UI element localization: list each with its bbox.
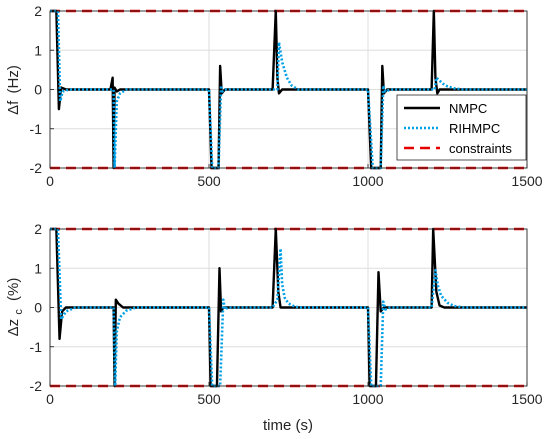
top-ylabel: Δf (Hz) xyxy=(5,65,22,115)
bottom-ytick-label: 2 xyxy=(34,221,42,237)
bottom-series-rihmpc xyxy=(50,227,527,388)
bottom-ylabel-main: Δz xyxy=(5,319,22,337)
bottom-xtick-label: 1000 xyxy=(352,391,383,407)
top-ytick-label: 2 xyxy=(34,3,42,19)
bottom-ylabel-unit: (%) xyxy=(5,278,22,301)
legend-label-rihmpc: RIHMPC xyxy=(449,121,500,136)
bottom-panel: Δz c (%) 0 500 1000 1500 2 1 0 -1 -2 time (s) xyxy=(5,221,543,434)
bottom-ylabel-sub: c xyxy=(13,309,25,315)
x-axis-label: time (s) xyxy=(263,417,313,434)
top-xtick-label: 1500 xyxy=(511,173,542,189)
legend-box xyxy=(396,94,527,161)
top-xtick-label: 500 xyxy=(197,173,221,189)
top-xtick-label: 1000 xyxy=(352,173,383,189)
legend: NMPC RIHMPC constraints xyxy=(396,94,527,161)
bottom-xtick-label: 0 xyxy=(46,391,54,407)
bottom-plot-area: 0 500 1000 1500 2 1 0 -1 -2 xyxy=(30,221,543,407)
bottom-xtick-label: 1500 xyxy=(511,391,542,407)
top-ytick-label: 1 xyxy=(34,42,42,58)
top-ylabel-unit: (Hz) xyxy=(5,65,22,93)
bottom-ytick-label: -2 xyxy=(30,378,43,394)
bottom-xtick-label: 500 xyxy=(197,391,221,407)
bottom-ytick-label: 0 xyxy=(34,300,42,316)
bottom-ytick-label: 1 xyxy=(34,260,42,276)
top-ytick-label: -2 xyxy=(30,160,43,176)
top-ytick-label: -1 xyxy=(30,121,43,137)
top-xtick-label: 0 xyxy=(46,173,54,189)
top-ylabel-main: Δf xyxy=(5,100,22,115)
legend-label-constraints: constraints xyxy=(449,141,512,156)
top-ytick-label: 0 xyxy=(34,82,42,98)
bottom-ytick-label: -1 xyxy=(30,339,43,355)
bottom-ylabel: Δz c (%) xyxy=(5,278,26,337)
legend-label-nmpc: NMPC xyxy=(449,101,487,116)
top-series-rihmpc xyxy=(50,9,527,170)
